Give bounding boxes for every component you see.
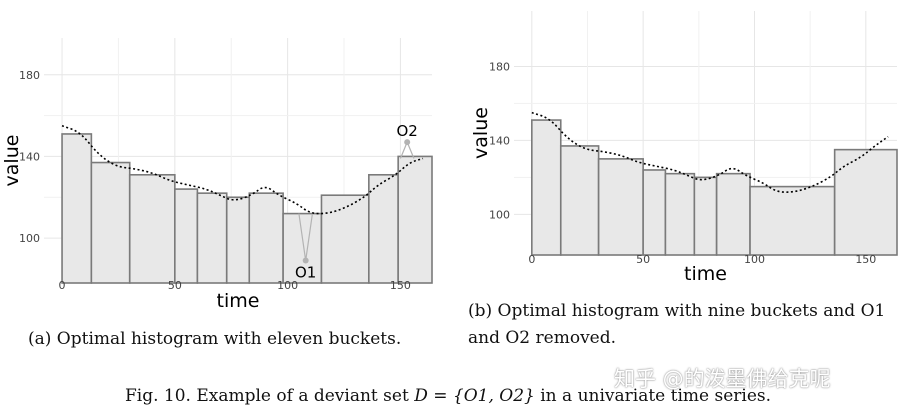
y-tick-label: 180 (489, 60, 510, 73)
x-tick-label: 50 (168, 279, 182, 292)
y-tick-label: 100 (19, 232, 40, 245)
figure-caption-suffix: in a univariate time series. (534, 386, 772, 406)
bucket-bar (833, 148, 898, 256)
bucket-bar (693, 176, 718, 256)
bucket-bar (749, 185, 836, 256)
bucket-bar (61, 133, 93, 284)
caption-b: (b) Optimal histogram with nine buckets … (468, 298, 908, 352)
watermark-text: 知乎 @的泼墨佛给克呢 (614, 367, 831, 391)
bucket-bar (225, 196, 251, 284)
figure-caption: Fig. 10. Example of a deviant set D = {O… (125, 386, 771, 406)
y-tick-label: 100 (489, 208, 510, 221)
y-tick-label: 140 (19, 150, 40, 163)
x-tick-label: 100 (277, 279, 298, 292)
y-axis-title: value (470, 107, 492, 159)
x-axis-title: time (684, 263, 727, 285)
series-line (61, 125, 424, 215)
x-tick-label: 100 (744, 253, 765, 266)
outlier-point (302, 257, 309, 264)
bucket-bar (90, 161, 131, 284)
x-tick-label: 150 (855, 253, 876, 266)
x-axis-title: time (217, 290, 260, 312)
x-tick-label: 50 (636, 253, 650, 266)
bucket-bar (642, 169, 667, 256)
caption-a: (a) Optimal histogram with eleven bucket… (28, 326, 401, 353)
x-tick-label: 0 (59, 279, 66, 292)
bucket-bar (559, 145, 600, 256)
bucket-bar (715, 172, 751, 256)
series-line (531, 111, 889, 193)
bucket-bar (320, 194, 370, 284)
bucket-bar (196, 192, 228, 284)
bucket-bar (174, 188, 199, 284)
chart-panel-a: O1 O2 0 50 100 150 100 140 180 time value (1, 38, 433, 312)
caption-b-text: (b) Optimal histogram with nine buckets … (468, 301, 886, 348)
x-tick-label: 0 (528, 253, 535, 266)
x-tick-label: 150 (390, 279, 411, 292)
bucket-bar (397, 155, 433, 284)
y-tick-label: 140 (489, 134, 510, 147)
figure-caption-prefix: Fig. 10. Example of a deviant set (125, 386, 415, 406)
bucket-bar (531, 119, 562, 256)
bucket-bar (368, 173, 399, 284)
figure-caption-math: D = {O1, O2} (414, 386, 535, 406)
y-tick-label: 180 (19, 69, 40, 82)
bucket-bar (282, 212, 323, 284)
y-axis-title: value (1, 135, 23, 187)
watermark: 知乎 @的泼墨佛给克呢 (614, 363, 831, 393)
bucket-bar (128, 173, 176, 284)
outlier-label: O2 (397, 122, 418, 140)
bucket-bar (597, 158, 644, 256)
outlier-label: O1 (295, 264, 316, 282)
chart-panel-b: 0 50 100 150 100 140 180 time value (470, 11, 898, 285)
outlier-point (404, 139, 411, 146)
caption-a-text: (a) Optimal histogram with eleven bucket… (28, 329, 402, 349)
bucket-bar (248, 192, 284, 284)
bucket-bar (664, 172, 696, 256)
